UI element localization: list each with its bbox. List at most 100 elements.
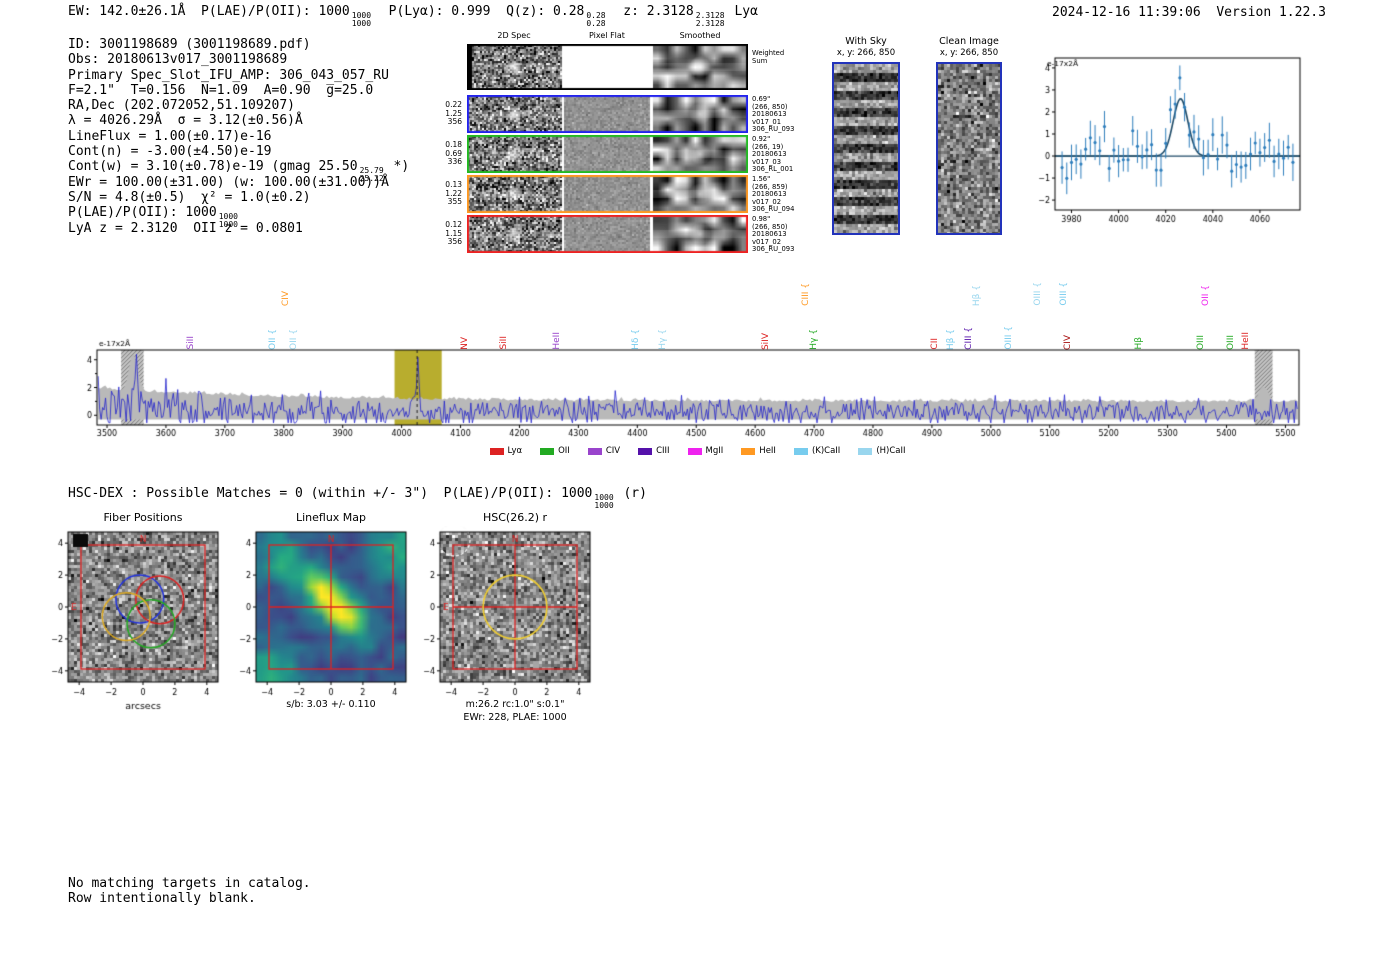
hsc-dex-summary: HSC-DEX : Possible Matches = 0 (within +… <box>68 486 647 509</box>
clean-image-title: Clean Image <box>939 36 999 47</box>
spec2d-right-label: v017_02 <box>752 237 782 246</box>
spec2d-left-value: 0.13 <box>445 180 462 189</box>
info-text: ID: 3001198689 (3001198689.pdf) <box>68 37 311 52</box>
info-line: Cont(w) = 3.10(±0.78)e-19 (gmag 25.50 25.… <box>68 159 409 182</box>
summary-fraction-bottom: 1000 <box>351 18 372 28</box>
spectrum-legend: Lyα OII CIV CIII MgII HeII (K)CaII (H)CaII <box>85 446 1310 456</box>
legend-label: (K)CaII <box>811 446 841 456</box>
fiber-positions-title: Fiber Positions <box>103 511 183 524</box>
spec2d-row-left-values: 0.18 0.69 336 <box>428 140 462 167</box>
weighted-sum-label-line: Sum <box>752 56 768 65</box>
info-text: EWr = 100.00(±31.00) (w: 100.00(±31.00))… <box>68 174 389 190</box>
spec2d-right-label: (266, 19) <box>752 142 784 151</box>
spec2d-right-label: 0.92" <box>752 135 771 143</box>
spec2d-row-left-values: 0.13 1.22 355 <box>428 180 462 207</box>
info-text: S/N = 4.8(±0.5) χ² = 1.0(±0.2) <box>68 189 311 205</box>
emission-line-label: CIV <box>280 290 291 306</box>
spec2d-right-label: 1.56" <box>752 175 771 183</box>
spec2d-left-value: 356 <box>447 237 462 246</box>
clean-image-coords: x, y: 266, 850 <box>939 48 999 58</box>
legend-label: CIV <box>605 446 621 456</box>
full-spectrum-plot <box>85 336 1310 438</box>
zoom-spectrum-plot <box>1025 46 1305 224</box>
spec2d-right-label: 20180613 <box>752 230 787 239</box>
legend-swatch <box>793 447 808 455</box>
legend-swatch <box>858 447 873 455</box>
timestamp-version: 2024-12-16 11:39:06 Version 1.22.3 <box>1052 5 1326 20</box>
legend-item: Lyα <box>489 446 522 456</box>
legend-label: HeII <box>759 446 776 456</box>
info-line: Obs: 20180613v017_3001198689 <box>68 52 409 67</box>
info-line: LineFlux = 1.00(±0.17)e-16 <box>68 129 409 144</box>
summary-fraction-bottom: 2.3128 <box>695 18 725 28</box>
spec2d-left-value: 356 <box>447 117 462 126</box>
legend-label: CIII <box>656 446 670 456</box>
spec2d-left-value: 0.12 <box>445 220 462 229</box>
spec2d-right-label: (266, 859) <box>752 182 788 191</box>
legend-swatch <box>587 447 602 455</box>
summary-fraction-top: 2.3128 <box>695 11 725 20</box>
info-line: λ = 4026.29Å σ = 3.12(±0.56)Å <box>68 113 409 128</box>
spec2d-left-value: 1.22 <box>445 188 462 198</box>
fiber-positions-image <box>40 526 230 716</box>
legend-swatch <box>687 447 702 455</box>
emission-line-label: OII { <box>1200 285 1211 306</box>
spec2d-right-label: 0.69" <box>752 95 771 103</box>
emission-line-label: OIII { <box>1058 282 1069 306</box>
with-sky-title: With Sky <box>845 36 887 47</box>
summary-fraction-bottom: 0.28 <box>586 18 606 28</box>
detection-info-block: ID: 3001198689 (3001198689.pdf) Obs: 2018… <box>68 37 409 236</box>
hsc-dex-fraction: 1000 1000 <box>594 494 613 509</box>
spec2d-right-label: v017_01 <box>752 117 782 126</box>
hsc-cutout-caption-1: m:26.2 rc:1.0" s:0.1" <box>465 699 565 710</box>
spec2d-col-header-pixelflat: Pixel Flat <box>589 31 625 40</box>
with-sky-coords: x, y: 266, 850 <box>836 48 896 58</box>
spec2d-right-label: 306_RU_094 <box>752 205 795 214</box>
hsc-cutout-title: HSC(26.2) r <box>482 511 548 524</box>
spec2d-right-label: (266, 850) <box>752 102 788 111</box>
spec2d-right-label: v017_03 <box>752 157 782 166</box>
spec2d-weighted-sum-image <box>467 44 748 90</box>
info-line: EWr = 100.00(±31.00) (w: 100.00(±31.00))… <box>68 175 409 190</box>
info-text: P(LAE)/P(OII): 1000 <box>68 205 217 221</box>
legend-swatch <box>741 447 756 455</box>
info-text: LineFlux = 1.00(±0.17)e-16 <box>68 128 272 144</box>
summary-text: z: 2.3128 <box>607 4 694 19</box>
hsc-dex-fraction-bottom: 1000 <box>594 500 614 510</box>
info-fraction: 1000 1000 <box>219 213 238 228</box>
lineflux-map-image <box>228 526 418 716</box>
spec2d-right-label: 306_RU_093 <box>752 125 795 134</box>
footer-line-2: Row intentionally blank. <box>68 891 256 906</box>
hsc-dex-text: HSC-DEX : Possible Matches = 0 (within +… <box>68 486 593 501</box>
info-fraction-top: 25.79 <box>359 166 384 176</box>
legend-label: (H)CaII <box>876 446 906 456</box>
info-line: S/N = 4.8(±0.5) χ² = 1.0(±0.2) <box>68 190 409 205</box>
legend-item: CIV <box>587 446 621 456</box>
summary-fraction: 2.3128 2.3128 <box>696 12 725 27</box>
info-line: P(LAE)/P(OII): 1000 1000 1000 <box>68 205 409 228</box>
info-text: λ = 4026.29Å σ = 3.12(±0.56)Å <box>68 113 303 129</box>
spec2d-row-right-labels: 1.56" (266, 859) 20180613 v017_02 306_RU_094 <box>752 175 822 214</box>
spec2d-right-label: 306_RL_001 <box>752 165 794 174</box>
spec2d-col-header-2dspec: 2D Spec <box>497 31 531 40</box>
summary-header: EW: 142.0±26.1Å P(LAE)/P(OII): 1000 1000 1… <box>68 4 758 27</box>
summary-fraction-top: 1000 <box>351 11 372 20</box>
spec2d-left-value: 355 <box>447 197 462 206</box>
summary-text: EW: 142.0±26.1Å P(LAE)/P(OII): 1000 <box>68 4 350 19</box>
legend-label: MgII <box>705 446 724 456</box>
spec2d-right-label: 20180613 <box>752 110 787 119</box>
spec2d-row-left-values: 0.22 1.25 356 <box>428 100 462 127</box>
spec2d-right-label: 20180613 <box>752 190 787 199</box>
legend-item: MgII <box>687 446 724 456</box>
spec2d-left-value: 1.25 <box>445 108 462 118</box>
spec2d-row-right-labels: 0.92" (266, 19) 20180613 v017_03 306_RL_001 <box>752 135 822 174</box>
spec2d-left-value: 0.22 <box>445 100 462 109</box>
legend-swatch <box>489 447 504 455</box>
spec2d-left-value: 1.15 <box>445 228 462 238</box>
summary-text: Lyα <box>726 4 758 19</box>
emission-line-label: OIII { <box>1032 282 1043 306</box>
legend-item: (H)CaII <box>858 446 906 456</box>
legend-item: OII <box>540 446 570 456</box>
clean-image <box>936 62 1002 235</box>
